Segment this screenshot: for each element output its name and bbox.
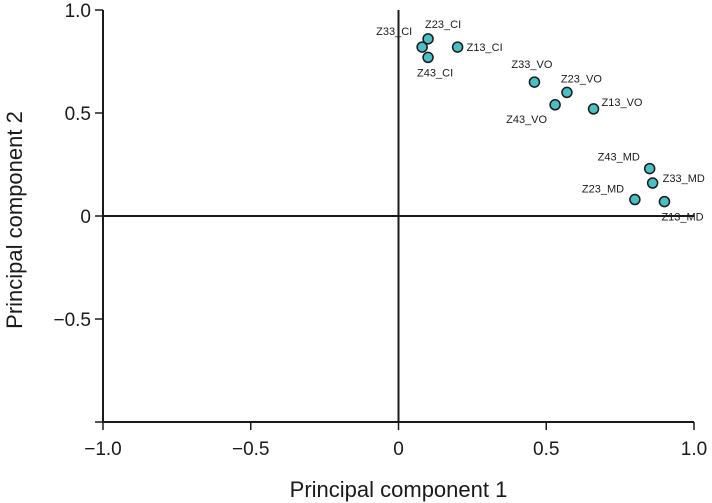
ticks: −1.0 −0.5 0 0.5 1.0 −0.5 0 0.5 1.0 bbox=[53, 1, 707, 460]
point-label: Z33_MD bbox=[663, 173, 705, 185]
point-label: Z13_MD bbox=[661, 212, 703, 224]
y-tick-label: 1.0 bbox=[65, 1, 91, 22]
point-label: Z43_MD bbox=[598, 152, 640, 164]
data-point bbox=[416, 41, 428, 53]
x-tick-label: 1.0 bbox=[681, 439, 707, 460]
point-label: Z43_CI bbox=[417, 67, 453, 79]
point-label: Z43_VO bbox=[506, 114, 547, 126]
data-point bbox=[549, 99, 561, 111]
y-tick-label: 0.5 bbox=[65, 104, 91, 125]
data-point bbox=[629, 193, 641, 206]
point-labels: Z33_CI Z23_CI Z13_CI Z43_CI Z33_VO Z23_VO Z43_… bbox=[376, 19, 705, 224]
data-point bbox=[422, 51, 434, 64]
data-point bbox=[646, 177, 659, 189]
data-point bbox=[561, 86, 573, 99]
point-label: Z13_VO bbox=[602, 97, 643, 109]
y-tick-label: −0.5 bbox=[53, 310, 91, 331]
point-label: Z23_MD bbox=[582, 184, 624, 196]
point-label: Z13_CI bbox=[467, 42, 503, 54]
point-label: Z33_CI bbox=[376, 26, 412, 38]
point-label: Z23_CI bbox=[425, 19, 461, 31]
point-label: Z33_VO bbox=[511, 59, 552, 71]
data-point bbox=[587, 103, 600, 115]
data-point bbox=[528, 76, 541, 88]
x-tick-label: 0.5 bbox=[533, 439, 559, 460]
data-point bbox=[658, 195, 671, 208]
y-axis-title: Principal component 2 bbox=[2, 111, 27, 329]
x-tick-label: −1.0 bbox=[84, 439, 122, 460]
x-axis-title: Principal component 1 bbox=[290, 477, 508, 502]
data-point bbox=[451, 41, 464, 53]
x-tick-label: −0.5 bbox=[232, 439, 270, 460]
point-label: Z23_VO bbox=[561, 73, 602, 85]
data-points bbox=[416, 33, 671, 208]
y-tick-label: 0 bbox=[80, 207, 91, 228]
data-point bbox=[643, 162, 656, 175]
x-tick-label: 0 bbox=[393, 439, 404, 460]
axes bbox=[102, 10, 694, 423]
data-point bbox=[422, 33, 434, 45]
